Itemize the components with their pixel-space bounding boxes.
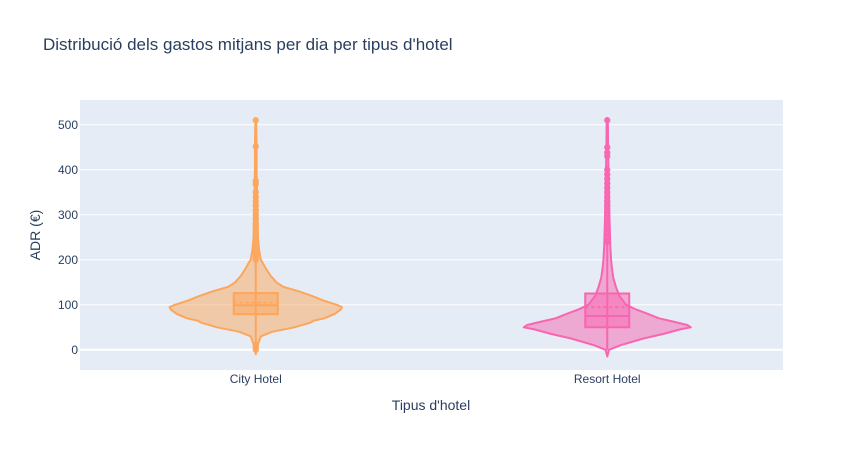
- outlier-point: [604, 175, 611, 182]
- outlier-point: [252, 216, 259, 223]
- outlier-point: [252, 243, 259, 250]
- outlier-point: [252, 193, 259, 200]
- y-tick-label: 500: [58, 118, 78, 132]
- outlier-point: [604, 220, 611, 227]
- outlier-point: [604, 198, 611, 205]
- violin-city-hotel: [168, 117, 343, 356]
- outlier-point: [604, 144, 611, 151]
- outlier-point: [252, 198, 259, 205]
- box: [584, 292, 631, 329]
- outlier-point: [252, 346, 259, 353]
- violin-resort-hotel: [522, 117, 692, 358]
- outlier-point: [252, 143, 259, 150]
- outlier-point: [252, 180, 259, 188]
- x-tick-label: Resort Hotel: [574, 372, 641, 386]
- outlier-point: [604, 238, 611, 245]
- outlier-point: [604, 211, 611, 218]
- outlier-point: [252, 117, 259, 124]
- outlier-point: [252, 234, 259, 241]
- outlier-point: [604, 180, 611, 187]
- y-tick-label: 100: [58, 298, 78, 312]
- outlier-point: [252, 207, 259, 214]
- outlier-point: [252, 256, 259, 263]
- outlier-point: [604, 193, 611, 200]
- outlier-point: [252, 225, 259, 232]
- outlier-point: [604, 234, 611, 241]
- y-axis-title: ADR (€): [27, 210, 43, 261]
- outlier-point: [604, 207, 611, 214]
- outlier-point: [604, 153, 611, 160]
- outlier-point: [252, 238, 259, 245]
- outlier-point: [252, 189, 259, 196]
- y-tick-label: 300: [58, 208, 78, 222]
- outlier-point: [252, 202, 259, 209]
- outlier-point: [252, 229, 259, 236]
- outlier-point: [604, 229, 611, 236]
- outlier-point: [252, 220, 259, 227]
- outlier-point: [604, 184, 611, 191]
- outlier-point: [604, 189, 611, 196]
- x-axis-title: Tipus d'hotel: [392, 397, 470, 413]
- outlier-point: [604, 166, 611, 173]
- outlier-point: [604, 171, 611, 178]
- y-tick-label: 0: [71, 343, 78, 357]
- outlier-point: [604, 216, 611, 223]
- chart-title: Distribució dels gastos mitjans per dia …: [43, 35, 453, 54]
- box: [232, 292, 279, 316]
- outlier-point: [604, 117, 611, 124]
- y-tick-label: 400: [58, 163, 78, 177]
- x-tick-label: City Hotel: [230, 372, 282, 386]
- x-axis-ticks: City Hotel Resort Hotel: [230, 372, 641, 386]
- y-tick-label: 200: [58, 253, 78, 267]
- violins: [168, 117, 692, 358]
- outlier-point: [604, 202, 611, 209]
- outlier-point: [252, 211, 259, 218]
- outlier-point: [604, 225, 611, 232]
- y-axis-ticks: 0 100 200 300 400 500: [58, 118, 78, 357]
